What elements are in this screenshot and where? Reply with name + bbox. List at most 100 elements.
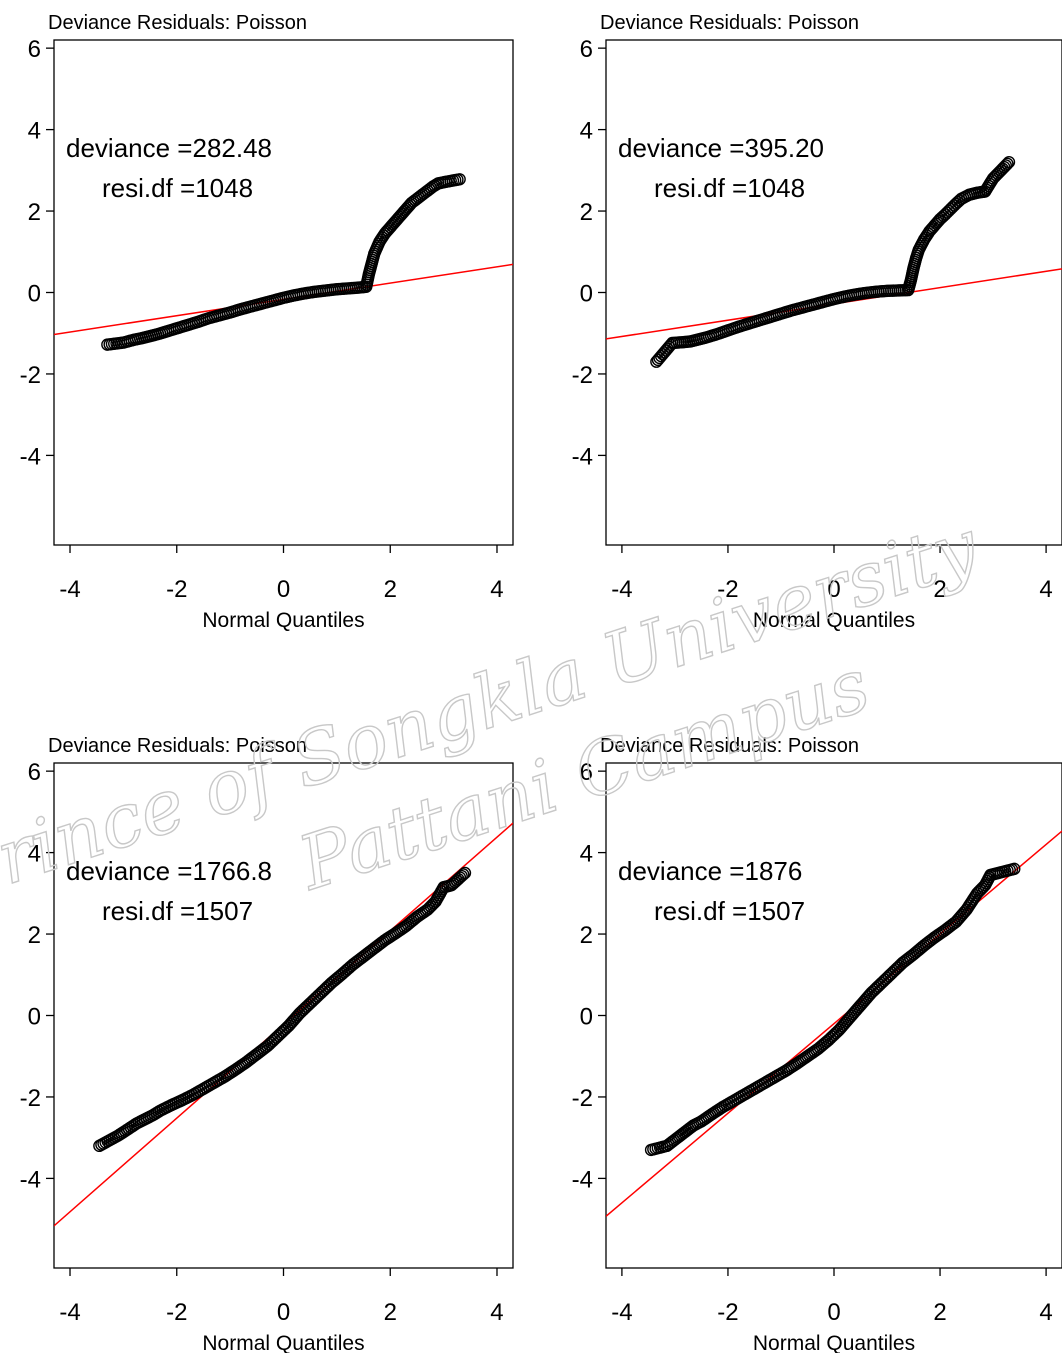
data-point [389,927,402,940]
data-point [907,948,920,961]
x-axis-label: Normal Quantiles [753,1332,915,1353]
x-tick-label: 4 [490,576,503,603]
resi-df-annotation: resi.df =1048 [654,173,805,203]
data-point [421,903,434,916]
y-tick-label: 2 [580,922,593,949]
y-tick-label: 6 [580,759,593,786]
data-point [780,1064,793,1077]
data-point [833,1023,846,1036]
x-tick-label: -4 [611,576,632,603]
resi-df-annotation: resi.df =1048 [102,173,253,203]
data-point [261,1039,274,1053]
y-tick-label: 2 [28,922,41,949]
data-point [660,1139,674,1153]
data-point [801,1050,814,1063]
data-point [445,878,458,892]
data-point [378,933,392,947]
chart-title: Deviance Residuals: Poisson [600,12,859,34]
data-point [368,247,381,261]
plot-data [54,822,513,1227]
y-tick-label: -4 [20,443,41,470]
data-point [130,1117,143,1130]
data-point [303,997,317,1010]
x-tick-label: -2 [166,576,187,603]
data-point [854,999,867,1012]
data-point [175,1094,189,1107]
data-point [432,177,445,190]
plot-data [54,173,513,351]
x-tick-label: -4 [59,1299,80,1326]
data-point [875,976,888,990]
y-tick-label: 4 [28,841,41,868]
y-tick-label: -2 [20,362,41,389]
data-point [93,1139,106,1153]
data-point [960,903,973,916]
data-point [822,1033,835,1047]
data-point [692,333,705,346]
reference-line [606,830,1062,1217]
y-tick-label: -4 [572,443,593,470]
data-point [151,327,165,341]
y-tick-label: 0 [28,281,41,308]
data-point [671,1131,684,1144]
data-point [410,910,424,924]
data-point [896,956,910,969]
qq-panel-2: Deviance Residuals: Poisson 6 4 2 0 -2 -4 -4 -2 0… [572,12,1062,632]
data-point [758,1076,772,1089]
x-tick-label: 4 [490,1299,503,1326]
data-point [687,1119,700,1132]
chart-title: Deviance Residuals: Poisson [48,735,307,757]
data-point [111,1129,125,1142]
data-point [1002,155,1016,169]
y-tick-label: 0 [580,1004,593,1031]
data-point [716,1100,729,1114]
deviance-annotation: deviance =1876 [618,856,802,886]
data-point [790,1057,804,1070]
x-tick-label: 4 [1039,576,1052,603]
data-point [978,878,992,892]
data-point [695,1115,708,1128]
data-point [999,159,1012,172]
x-axis-label: Normal Quantiles [202,609,364,632]
data-point [970,186,984,199]
y-tick-label: -4 [20,1166,41,1193]
data-point [864,986,878,1000]
data-point [939,923,952,937]
data-point [917,939,931,952]
data-point [229,1063,242,1076]
data-point [909,251,923,265]
data-point [154,1104,167,1117]
x-axis-label: Normal Quantiles [202,1332,364,1353]
x-tick-label: -2 [717,576,738,603]
x-tick-label: -4 [59,576,80,603]
data-point [978,185,992,198]
data-point [721,324,735,337]
data-point [143,329,157,343]
y-tick-label: 6 [28,759,41,786]
y-tick-label: -2 [20,1085,41,1112]
x-tick-label: 2 [384,1299,397,1326]
data-point [127,333,141,346]
data-point [271,1029,285,1043]
data-point [811,1042,825,1056]
chart-title: Deviance Residuals: Poisson [48,12,307,34]
data-point [949,915,963,929]
deviance-annotation: deviance =395.20 [618,133,824,163]
plot-frame [53,762,514,1269]
data-point [992,866,1005,880]
data-point [986,172,1000,185]
data-point [676,335,690,349]
data-point [457,868,470,881]
data-point [239,1056,253,1069]
y-tick-label: 2 [580,199,593,226]
data-point [429,895,442,908]
data-point [325,976,338,990]
y-tick-label: 2 [28,199,41,226]
data-point [138,1113,151,1126]
data-point [453,173,466,186]
data-point [711,327,724,341]
data-point [984,868,997,882]
data-point [314,986,328,1000]
data-point [970,887,984,900]
